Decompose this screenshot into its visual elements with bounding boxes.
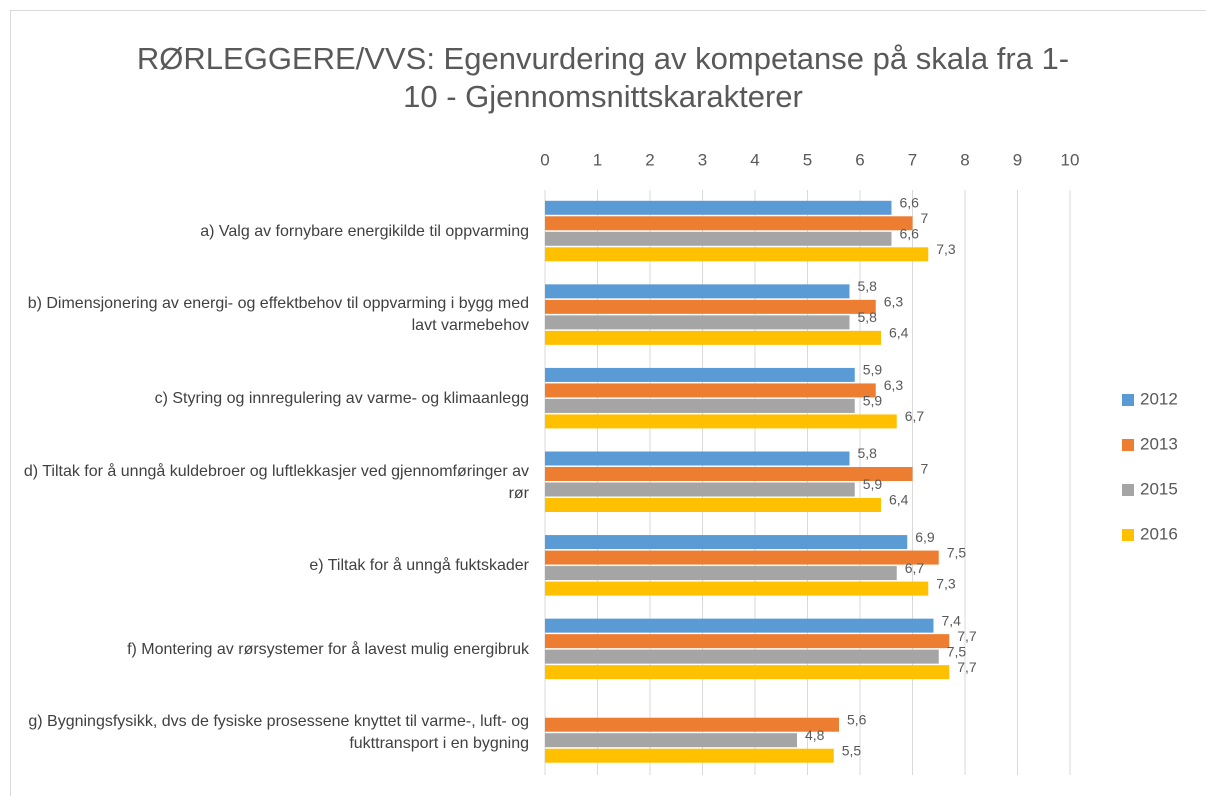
bar [545,284,850,299]
y-tick-label: g) Bygningsfysikk, dvs de fysiske proses… [28,713,529,753]
bar [545,649,939,664]
bar [545,748,834,763]
data-label: 6,3 [884,294,904,310]
data-label: 7,3 [936,575,956,591]
data-label: 6,6 [900,225,920,241]
data-label: 7,4 [942,612,962,628]
bar [545,231,892,246]
y-tick-label: d) Tiltak for å unngå kuldebroer og luft… [23,462,529,502]
data-label: 6,4 [889,492,909,508]
bar [545,383,876,398]
bar [545,733,797,748]
data-label: 7,5 [947,544,967,560]
x-tick-label: 10 [1061,150,1080,169]
data-label: 7,5 [947,643,967,659]
legend-label: 2012 [1140,389,1178,408]
data-label: 5,8 [858,445,878,461]
x-tick-label: 2 [645,150,654,169]
data-label: 5,9 [863,476,883,492]
data-label: 6,7 [905,408,925,424]
legend-label: 2015 [1140,479,1178,498]
x-tick-label: 8 [960,150,969,169]
bar [545,200,892,215]
legend-swatch [1122,484,1134,496]
bar [545,634,950,649]
bar [545,247,929,262]
data-label: 5,9 [863,393,883,409]
data-label: 6,3 [884,377,904,393]
data-label: 6,4 [889,325,909,341]
y-tick-label: e) Tiltak for å unngå fuktskader [309,557,529,575]
data-label: 4,8 [805,727,825,743]
data-label: 7 [921,461,929,477]
data-label: 6,7 [905,560,925,576]
bar [545,717,839,732]
legend-swatch [1122,394,1134,406]
bar [545,498,881,512]
x-tick-label: 9 [1013,150,1022,169]
data-label: 7,7 [957,628,977,644]
data-label: 5,6 [847,711,867,727]
x-tick-label: 4 [750,150,759,169]
x-tick-label: 7 [908,150,917,169]
data-label: 5,5 [842,742,862,758]
y-tick-label: c) Styring og innregulering av varme- og… [154,389,529,407]
bar [545,535,908,550]
bar [545,581,929,596]
bar [545,398,855,413]
data-label: 6,6 [900,194,920,210]
x-tick-label: 1 [593,150,602,169]
bar [545,467,913,481]
x-tick-label: 5 [803,150,812,169]
bar [545,566,897,581]
bar [545,299,876,314]
data-label: 7 [921,210,929,226]
bar [545,482,855,497]
bar [545,330,881,345]
chart-frame [10,10,1206,796]
legend-label: 2016 [1140,524,1178,543]
x-tick-label: 0 [540,150,549,169]
legend-swatch [1122,529,1134,541]
bar [545,665,950,680]
data-label: 5,9 [863,362,883,378]
chart-title: RØRLEGGERE/VVS: Egenvurdering av kompeta… [136,41,1070,114]
bar [545,550,939,565]
data-label: 7,3 [936,241,956,257]
data-label: 6,9 [915,529,935,545]
bar [545,367,855,382]
bar [545,414,897,429]
legend-label: 2013 [1140,434,1178,453]
y-tick-label: f) Montering av rørsystemer for å lavest… [127,640,529,658]
x-tick-label: 6 [855,150,864,169]
y-tick-label: b) Dimensjonering av energi- og effektbe… [27,295,529,335]
data-label: 5,8 [858,278,878,294]
legend-swatch [1122,439,1134,451]
bar [545,618,934,633]
data-label: 7,7 [957,659,977,675]
data-label: 5,8 [858,309,878,325]
bar [545,315,850,330]
bar [545,216,913,231]
y-tick-label: a) Valg av fornybare energikilde til opp… [200,222,529,240]
bar [545,451,850,466]
x-tick-label: 3 [698,150,707,169]
